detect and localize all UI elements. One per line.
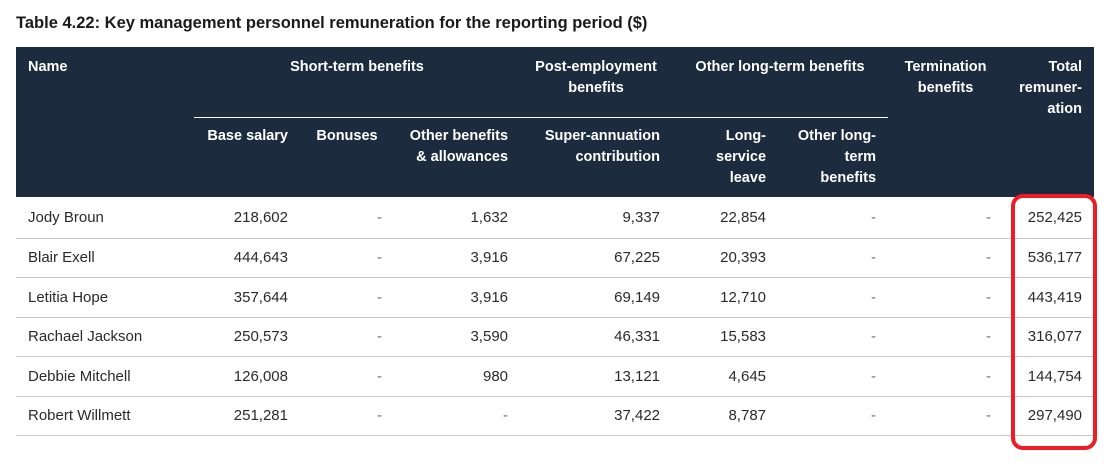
cell-termination: - xyxy=(888,396,1004,436)
cell-long-service-leave: 8,787 xyxy=(672,396,779,436)
cell-superannuation: 69,149 xyxy=(520,277,673,318)
cell-termination: - xyxy=(888,356,1004,397)
cell-name: Debbie Mitchell xyxy=(16,356,194,397)
cell-long-service-leave: 12,710 xyxy=(672,277,779,318)
cell-base-salary: 251,281 xyxy=(194,396,300,436)
table-row: Debbie Mitchell 126,008 - 980 13,121 4,6… xyxy=(16,356,1095,397)
cell-bonuses: - xyxy=(300,277,394,318)
cell-base-salary: 218,602 xyxy=(194,197,300,239)
cell-long-service-leave: 4,645 xyxy=(672,356,779,397)
cell-other-benefits: 980 xyxy=(394,356,521,397)
cell-superannuation: 46,331 xyxy=(520,317,673,357)
cell-other-benefits: 1,632 xyxy=(394,197,521,239)
cell-bonuses: - xyxy=(300,317,394,357)
table-row: Letitia Hope 357,644 - 3,916 69,149 12,7… xyxy=(16,277,1095,318)
cell-other-benefits: 3,916 xyxy=(394,277,521,318)
cell-total: 316,077 xyxy=(1003,317,1095,357)
table-row: Rachael Jackson 250,573 - 3,590 46,331 1… xyxy=(16,317,1095,357)
cell-long-service-leave: 15,583 xyxy=(672,317,779,357)
table-row: Blair Exell 444,643 - 3,916 67,225 20,39… xyxy=(16,238,1095,278)
cell-base-salary: 444,643 xyxy=(194,238,300,278)
cell-termination: - xyxy=(888,317,1004,357)
cell-name: Rachael Jackson xyxy=(16,317,194,357)
cell-other-long-term: - xyxy=(778,317,889,357)
cell-termination: - xyxy=(888,197,1004,239)
cell-base-salary: 357,644 xyxy=(194,277,300,318)
cell-long-service-leave: 22,854 xyxy=(672,197,779,239)
table-row: Robert Willmett 251,281 - - 37,422 8,787… xyxy=(16,396,1095,436)
cell-long-service-leave: 20,393 xyxy=(672,238,779,278)
header-name: Name xyxy=(16,47,194,197)
cell-base-salary: 126,008 xyxy=(194,356,300,397)
cell-name: Robert Willmett xyxy=(16,396,194,436)
cell-superannuation: 67,225 xyxy=(520,238,673,278)
cell-termination: - xyxy=(888,277,1004,318)
cell-other-long-term: - xyxy=(778,197,889,239)
cell-other-benefits: 3,916 xyxy=(394,238,521,278)
header-superannuation-contribution: Super-annuation contribution xyxy=(520,117,673,197)
cell-other-benefits: 3,590 xyxy=(394,317,521,357)
total-column-highlight-box xyxy=(1011,194,1097,450)
header-base-salary: Base salary xyxy=(194,117,300,197)
cell-total: 144,754 xyxy=(1003,356,1095,397)
header-short-term-benefits: Short-term benefits xyxy=(194,47,521,118)
cell-name: Blair Exell xyxy=(16,238,194,278)
table-row: Jody Broun 218,602 - 1,632 9,337 22,854 … xyxy=(16,197,1095,239)
cell-superannuation: 37,422 xyxy=(520,396,673,436)
cell-base-salary: 250,573 xyxy=(194,317,300,357)
header-termination-benefits: Termination benefits xyxy=(888,47,1004,197)
cell-superannuation: 9,337 xyxy=(520,197,673,239)
cell-other-long-term: - xyxy=(778,356,889,397)
cell-other-benefits: - xyxy=(394,396,521,436)
cell-total: 297,490 xyxy=(1003,396,1095,436)
cell-bonuses: - xyxy=(300,197,394,239)
header-bonuses: Bonuses xyxy=(300,117,394,197)
cell-other-long-term: - xyxy=(778,277,889,318)
cell-other-long-term: - xyxy=(778,238,889,278)
remuneration-table: Name Short-term benefits Post-employment… xyxy=(16,47,1095,436)
cell-other-long-term: - xyxy=(778,396,889,436)
cell-termination: - xyxy=(888,238,1004,278)
cell-superannuation: 13,121 xyxy=(520,356,673,397)
header-other-long-term-benefits: Other long-term benefits xyxy=(672,47,889,118)
table-title: Table 4.22: Key management personnel rem… xyxy=(16,14,648,32)
cell-name: Jody Broun xyxy=(16,197,194,239)
header-long-service-leave: Long-service leave xyxy=(672,117,779,197)
header-total-remuneration: Total remuner-ation xyxy=(1003,47,1095,197)
cell-bonuses: - xyxy=(300,396,394,436)
cell-total: 536,177 xyxy=(1003,238,1095,278)
header-other-long-term-benefits-sub: Other long-term benefits xyxy=(778,117,889,197)
header-post-employment-benefits: Post-employment benefits xyxy=(520,47,673,118)
cell-name: Letitia Hope xyxy=(16,277,194,318)
header-other-benefits-allowances: Other benefits & allowances xyxy=(394,117,521,197)
cell-bonuses: - xyxy=(300,356,394,397)
cell-total: 443,419 xyxy=(1003,277,1095,318)
cell-bonuses: - xyxy=(300,238,394,278)
